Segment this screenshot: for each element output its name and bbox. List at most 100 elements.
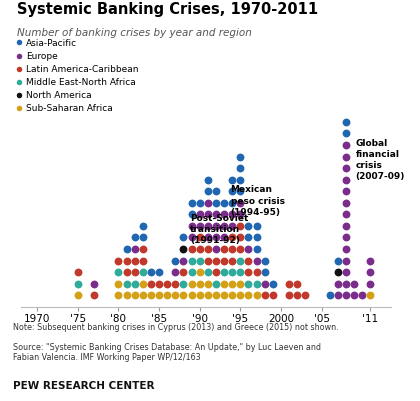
Point [343, 211, 349, 217]
Point [196, 292, 203, 298]
Point [237, 176, 244, 183]
Point [229, 176, 236, 183]
Point [351, 280, 357, 287]
Point [131, 292, 138, 298]
Point [253, 246, 260, 252]
Point [245, 257, 252, 264]
Point [237, 200, 244, 206]
Point [245, 292, 252, 298]
Point [253, 234, 260, 241]
Point [188, 257, 195, 264]
Point [196, 234, 203, 241]
Point [205, 176, 211, 183]
Point [139, 257, 146, 264]
Point [343, 119, 349, 125]
Point [205, 200, 211, 206]
Point [261, 269, 268, 275]
Point [147, 269, 154, 275]
Point [237, 257, 244, 264]
Point [164, 280, 171, 287]
Point [245, 246, 252, 252]
Text: Source: "Systemic Banking Crises Database: An Update," by Luc Laeven and
Fabian : Source: "Systemic Banking Crises Databas… [13, 343, 320, 362]
Text: Note: Subsequent banking crises in Cyprus (2013) and Greece (2015) not shown.: Note: Subsequent banking crises in Cypru… [13, 323, 338, 332]
Point [205, 257, 211, 264]
Point [221, 280, 228, 287]
Point [115, 292, 122, 298]
Point [221, 223, 228, 229]
Point [213, 292, 219, 298]
Point [205, 223, 211, 229]
Point [351, 292, 357, 298]
Point [253, 292, 260, 298]
Point [213, 280, 219, 287]
Point [237, 223, 244, 229]
Point [196, 211, 203, 217]
Point [334, 257, 341, 264]
Point [237, 153, 244, 160]
Point [343, 200, 349, 206]
Point [367, 292, 374, 298]
Point [253, 257, 260, 264]
Point [294, 292, 301, 298]
Point [294, 280, 301, 287]
Point [205, 188, 211, 194]
Point [237, 211, 244, 217]
Point [221, 292, 228, 298]
Point [270, 280, 276, 287]
Point [286, 280, 292, 287]
Point [213, 257, 219, 264]
Point [237, 292, 244, 298]
Point [221, 234, 228, 241]
Point [188, 223, 195, 229]
Point [221, 269, 228, 275]
Point [229, 234, 236, 241]
Point [302, 292, 309, 298]
Point [196, 223, 203, 229]
Point [139, 223, 146, 229]
Point [237, 280, 244, 287]
Point [74, 269, 81, 275]
Point [343, 292, 349, 298]
Point [188, 280, 195, 287]
Point [188, 269, 195, 275]
Point [229, 246, 236, 252]
Point [229, 257, 236, 264]
Point [343, 246, 349, 252]
Point [245, 234, 252, 241]
Point [156, 292, 163, 298]
Point [343, 153, 349, 160]
Point [131, 257, 138, 264]
Text: Global
financial
crisis
(2007-09): Global financial crisis (2007-09) [356, 139, 405, 182]
Point [188, 234, 195, 241]
Point [261, 257, 268, 264]
Point [180, 292, 187, 298]
Point [139, 292, 146, 298]
Point [237, 165, 244, 171]
Point [367, 280, 374, 287]
Point [343, 234, 349, 241]
Point [237, 188, 244, 194]
Point [180, 269, 187, 275]
Point [131, 234, 138, 241]
Text: Mexican
peso crisis
(1994-95): Mexican peso crisis (1994-95) [231, 185, 285, 217]
Point [221, 246, 228, 252]
Point [91, 292, 97, 298]
Point [343, 176, 349, 183]
Point [229, 200, 236, 206]
Point [123, 257, 130, 264]
Point [156, 280, 163, 287]
Point [172, 269, 178, 275]
Point [343, 223, 349, 229]
Point [115, 269, 122, 275]
Point [123, 269, 130, 275]
Point [196, 269, 203, 275]
Point [180, 234, 187, 241]
Point [188, 200, 195, 206]
Point [123, 246, 130, 252]
Point [180, 280, 187, 287]
Point [343, 280, 349, 287]
Point [74, 280, 81, 287]
Point [245, 269, 252, 275]
Point [115, 280, 122, 287]
Point [147, 292, 154, 298]
